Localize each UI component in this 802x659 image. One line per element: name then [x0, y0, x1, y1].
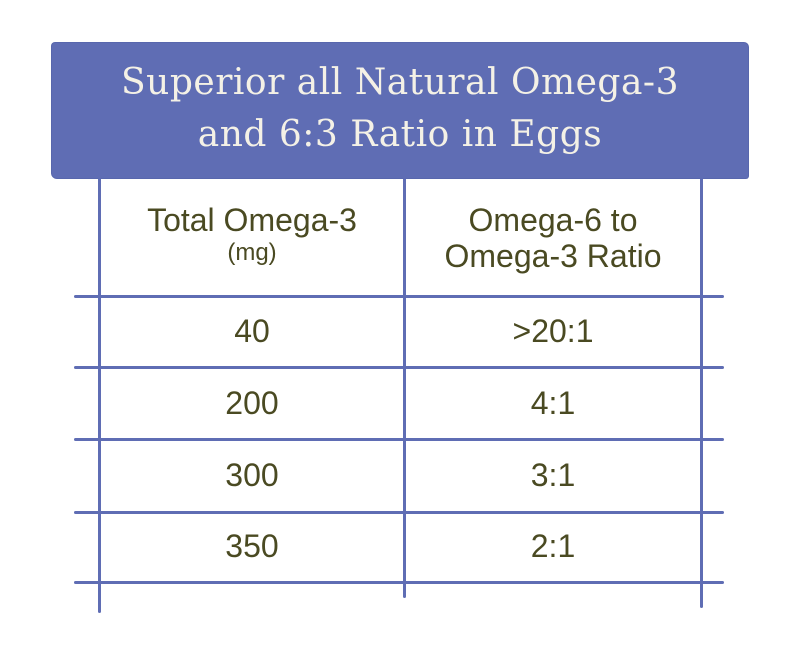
title-banner: Superior all Natural Omega-3 and 6:3 Rat…: [52, 43, 748, 178]
header-label-line-1: Omega-6 to: [468, 202, 638, 238]
header-unit: (mg): [227, 239, 277, 266]
grid-row-divider: [74, 438, 724, 441]
omega3-cell: 200: [225, 385, 279, 421]
grid-row-divider: [74, 295, 724, 298]
title-line-2: and 6:3 Ratio in Eggs: [197, 114, 603, 155]
column-header-total-omega3: Total Omega-3 (mg): [101, 202, 403, 268]
column-header-ratio: Omega-6 to Omega-3 Ratio: [406, 202, 700, 274]
grid-right-border: [700, 178, 703, 608]
title-line-1: Superior all Natural Omega-3: [121, 62, 679, 103]
omega3-cell: 300: [225, 457, 279, 493]
grid-row-divider: [74, 581, 724, 584]
ratio-cell: >20:1: [512, 313, 594, 349]
header-label-line-2: Omega-3 Ratio: [444, 238, 662, 274]
page-title: Superior all Natural Omega-3 and 6:3 Rat…: [52, 57, 748, 161]
grid-row-divider: [74, 511, 724, 514]
grid-left-border: [98, 178, 101, 613]
omega3-cell: 350: [225, 528, 279, 564]
grid-column-divider: [403, 178, 406, 598]
header-label: Total Omega-3: [147, 202, 357, 238]
omega3-cell: 40: [234, 313, 270, 349]
ratio-cell: 4:1: [530, 385, 576, 421]
ratio-cell: 3:1: [530, 457, 576, 493]
grid-row-divider: [74, 366, 724, 369]
ratio-cell: 2:1: [530, 528, 576, 564]
